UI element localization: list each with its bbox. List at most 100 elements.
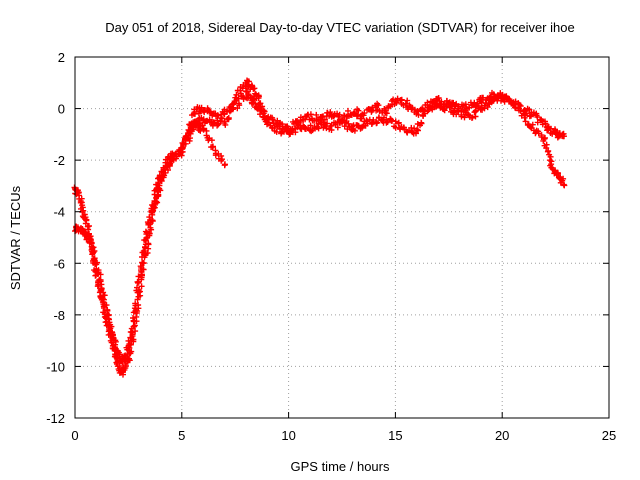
data-point-marker [97, 271, 104, 278]
data-point-marker [82, 220, 89, 227]
data-point-marker [132, 300, 139, 307]
data-point-marker [98, 285, 105, 292]
data-point-marker [345, 120, 352, 127]
data-point-marker [307, 122, 314, 129]
data-point-marker [139, 259, 146, 266]
data-point-marker [334, 124, 341, 131]
data-point-marker [257, 111, 263, 118]
data-point-marker [307, 111, 314, 118]
series-3 [185, 88, 568, 189]
data-point-marker [137, 263, 144, 270]
data-point-marker [130, 309, 137, 316]
data-point-marker [560, 175, 567, 182]
data-point-marker [160, 166, 167, 173]
data-point-marker [210, 143, 216, 150]
data-point-marker [496, 93, 502, 100]
data-point-marker [451, 105, 458, 112]
data-point-marker [415, 127, 421, 134]
data-point-marker [218, 157, 225, 164]
y-tick-label: -10 [46, 359, 65, 374]
data-point-marker [382, 107, 389, 114]
data-point-marker [150, 203, 157, 210]
data-point-marker [243, 88, 250, 95]
data-point-marker [498, 97, 504, 104]
tick-marks [74, 56, 610, 419]
data-point-marker [265, 119, 272, 126]
data-point-marker [256, 104, 263, 111]
data-point-marker [187, 130, 194, 137]
data-point-marker [252, 90, 259, 97]
data-point-marker [521, 114, 528, 121]
data-point-marker [135, 278, 142, 285]
data-point-marker [324, 109, 331, 116]
data-point-marker [128, 348, 135, 355]
data-point-marker [338, 116, 345, 123]
data-point-marker [542, 118, 548, 125]
data-point-marker [468, 114, 475, 121]
data-point-marker [560, 181, 567, 188]
data-point-marker [345, 107, 351, 114]
data-point-marker [379, 118, 386, 124]
data-point-marker [130, 315, 136, 321]
data-point-marker [108, 323, 115, 330]
data-point-marker [138, 283, 145, 290]
data-point-marker [526, 113, 533, 120]
data-point-marker [141, 251, 148, 258]
data-point-marker [384, 119, 391, 125]
data-point-marker [324, 120, 331, 127]
data-point-marker [262, 116, 269, 122]
data-point-marker [472, 113, 479, 120]
data-point-marker [328, 122, 335, 129]
y-tick-label: 2 [58, 50, 65, 65]
data-point-marker [354, 122, 361, 129]
data-point-marker [404, 97, 411, 104]
data-point-marker [249, 95, 256, 102]
data-point-marker [125, 337, 132, 344]
y-tick-label: -2 [53, 153, 65, 168]
y-tick-label: -12 [46, 411, 65, 426]
data-point-marker [91, 248, 98, 254]
data-point-marker [135, 279, 141, 286]
data-point-marker [80, 207, 87, 214]
data-point-marker [126, 340, 133, 347]
data-point-marker [90, 244, 97, 251]
data-point-marker [197, 127, 204, 134]
x-tick-label: 10 [281, 428, 295, 443]
data-point-marker [561, 133, 567, 140]
data-point-marker [197, 121, 204, 127]
x-tick-label: 25 [602, 428, 616, 443]
data-markers [71, 77, 568, 378]
data-point-marker [114, 363, 121, 370]
data-point-marker [225, 115, 232, 121]
data-point-marker [383, 119, 390, 126]
x-axis-label: GPS time / hours [291, 459, 390, 474]
data-point-marker [233, 97, 240, 103]
data-point-marker [393, 99, 400, 105]
y-tick-label: -8 [53, 308, 65, 323]
data-point-marker [458, 113, 465, 120]
data-point-marker [200, 126, 207, 133]
x-tick-label: 20 [495, 428, 509, 443]
data-point-marker [112, 338, 119, 345]
data-point-marker [515, 104, 522, 111]
data-point-marker [135, 273, 142, 280]
data-point-marker [419, 106, 426, 113]
data-point-marker [100, 296, 107, 303]
data-point-marker [441, 107, 448, 114]
data-point-marker [146, 214, 153, 221]
data-point-marker [134, 284, 140, 291]
data-point-marker [466, 104, 472, 111]
y-axis-label: SDTVAR / TECUs [8, 185, 23, 290]
data-point-marker [418, 119, 425, 126]
data-point-marker [208, 137, 215, 144]
data-point-marker [255, 95, 262, 102]
data-point-marker [86, 223, 92, 229]
data-point-marker [361, 110, 368, 117]
chart-title: Day 051 of 2018, Sidereal Day-to-day VTE… [105, 20, 574, 35]
data-point-marker [541, 135, 548, 142]
data-point-marker [544, 148, 551, 155]
data-point-marker [375, 102, 382, 109]
data-point-marker [538, 132, 545, 139]
data-point-marker [351, 127, 358, 134]
